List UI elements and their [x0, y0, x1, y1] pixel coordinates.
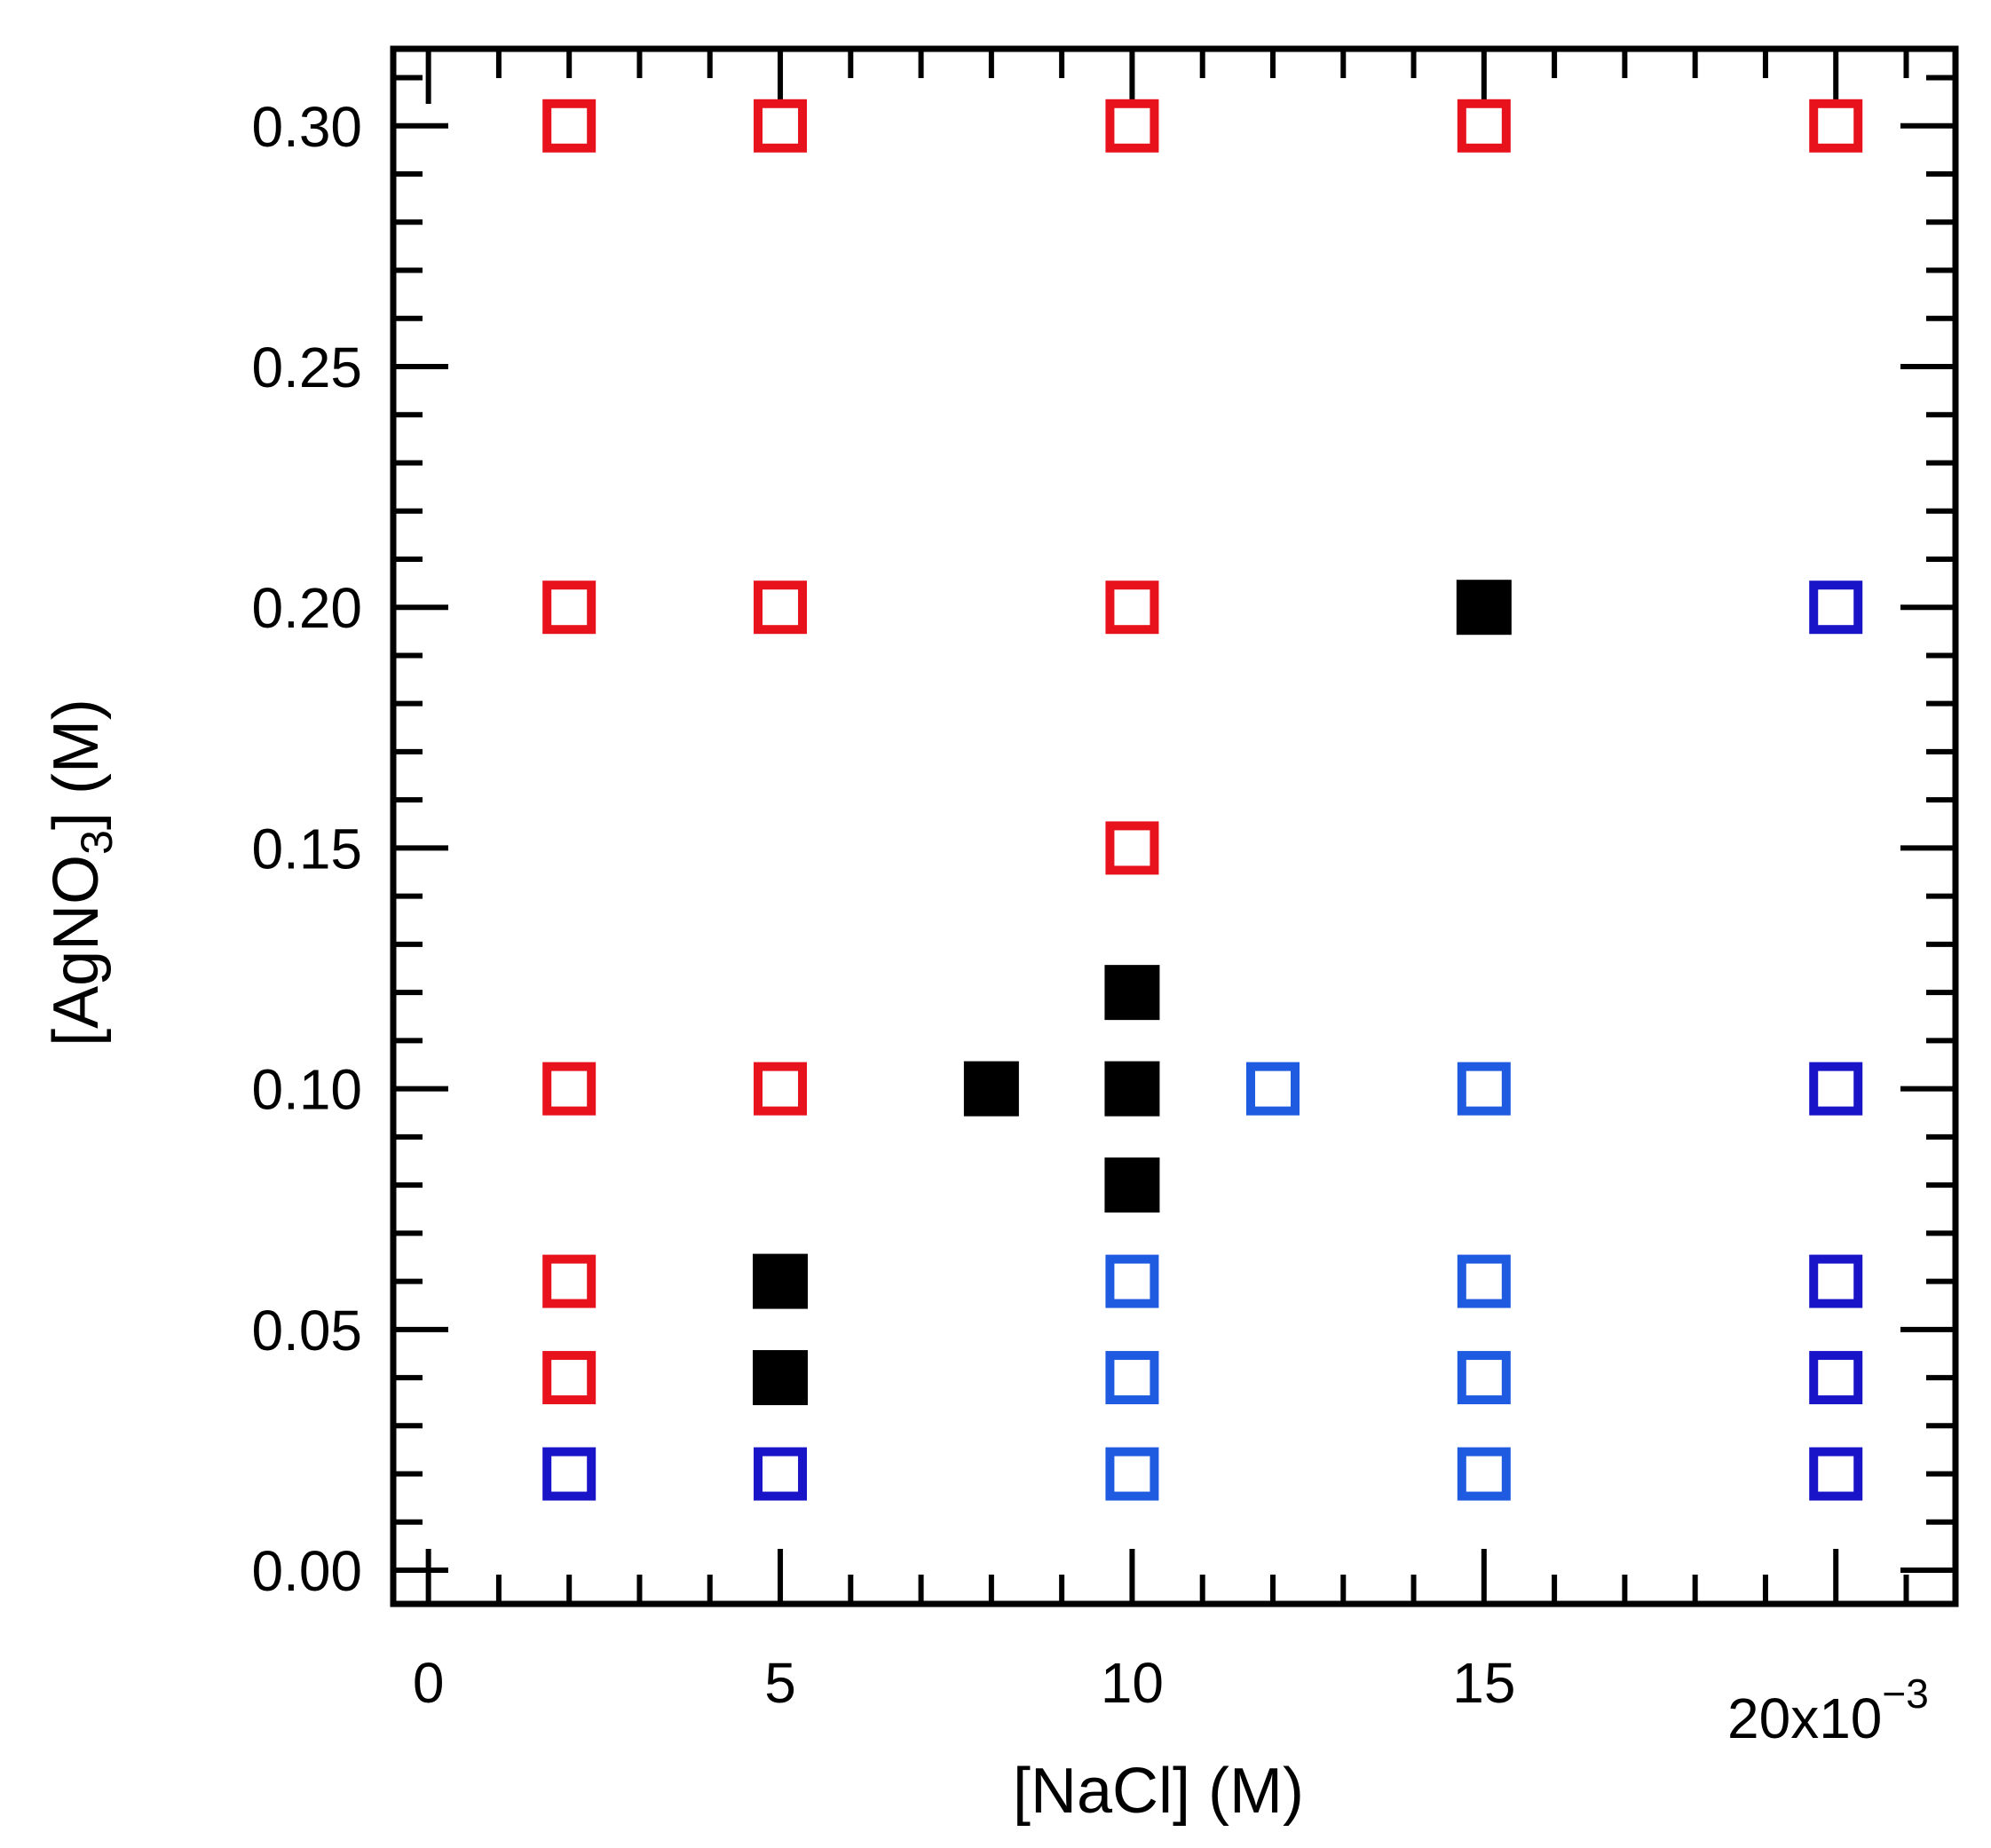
open-square-marker — [1457, 1351, 1511, 1405]
open-square-marker — [1809, 99, 1863, 153]
filled-square-marker — [753, 1350, 809, 1406]
y-tick-label: 0.00 — [251, 1539, 362, 1603]
x-multiplier-base: 20x10 — [1727, 1686, 1882, 1750]
open-square-marker — [1809, 580, 1863, 635]
y-axis-title-tail: ] (M) — [41, 699, 112, 830]
y-tick-label: 0.30 — [251, 95, 362, 159]
open-square-marker — [542, 580, 597, 635]
open-square-marker — [1105, 1447, 1159, 1501]
y-tick-label: 0.10 — [251, 1058, 362, 1122]
open-square-marker — [1457, 99, 1511, 153]
open-square-marker — [1457, 1254, 1511, 1308]
open-square-marker — [1105, 99, 1159, 153]
open-square-marker — [1105, 580, 1159, 635]
open-square-marker — [1809, 1351, 1863, 1405]
open-square-marker — [1105, 1254, 1159, 1308]
series-black-filled — [753, 580, 1512, 1406]
open-square-marker — [1809, 1254, 1863, 1308]
x-tick-label: 15 — [1452, 1651, 1515, 1715]
series-red-open — [542, 99, 1863, 1405]
open-square-marker — [1457, 1447, 1511, 1501]
x-multiplier-exponent: −3 — [1882, 1670, 1928, 1717]
series-light-blue-open — [1105, 1062, 1511, 1501]
y-tick-label: 0.05 — [251, 1299, 362, 1362]
series-dark-blue-open — [542, 580, 1863, 1501]
open-square-marker — [754, 99, 808, 153]
open-square-marker — [1105, 1351, 1159, 1405]
y-tick-label: 0.20 — [251, 576, 362, 640]
open-square-marker — [542, 99, 597, 153]
open-square-marker — [542, 1351, 597, 1405]
y-axis-title-main: [AgNO — [41, 855, 112, 1046]
open-square-marker — [754, 1062, 808, 1116]
x-multiplier-label: 20x10−3 — [1727, 1670, 1929, 1750]
open-square-marker — [1809, 1447, 1863, 1501]
x-axis-title: [NaCl] (M) — [1013, 1756, 1304, 1827]
filled-square-marker — [963, 1061, 1019, 1117]
x-tick-label: 0 — [413, 1651, 445, 1715]
plot-frame — [390, 45, 1959, 1607]
open-square-marker — [1457, 1062, 1511, 1116]
y-axis-title-subscript: 3 — [72, 830, 122, 855]
axis-tick-labels: 0 5 10 15 0.00 0.05 0.10 0.15 0.20 0.25 0.30 — [251, 95, 1515, 1715]
open-square-marker — [1245, 1062, 1300, 1116]
x-tick-label: 10 — [1101, 1651, 1164, 1715]
axis-ticks — [393, 49, 1955, 1604]
data-markers — [542, 99, 1863, 1501]
open-square-marker — [542, 1447, 597, 1501]
filled-square-marker — [1104, 1061, 1160, 1117]
filled-square-marker — [1104, 965, 1160, 1021]
filled-square-marker — [753, 1253, 809, 1309]
x-tick-label: 5 — [764, 1651, 796, 1715]
filled-square-marker — [1456, 580, 1512, 636]
open-square-marker — [1105, 821, 1159, 875]
open-square-marker — [754, 1447, 808, 1501]
filled-square-marker — [1104, 1157, 1160, 1213]
open-square-marker — [754, 580, 808, 635]
y-axis-title: [AgNO3] (M) — [41, 699, 122, 1046]
open-square-marker — [542, 1254, 597, 1308]
open-square-marker — [542, 1062, 597, 1116]
y-tick-label: 0.15 — [251, 817, 362, 881]
y-tick-label: 0.25 — [251, 336, 362, 399]
open-square-marker — [1809, 1062, 1863, 1116]
